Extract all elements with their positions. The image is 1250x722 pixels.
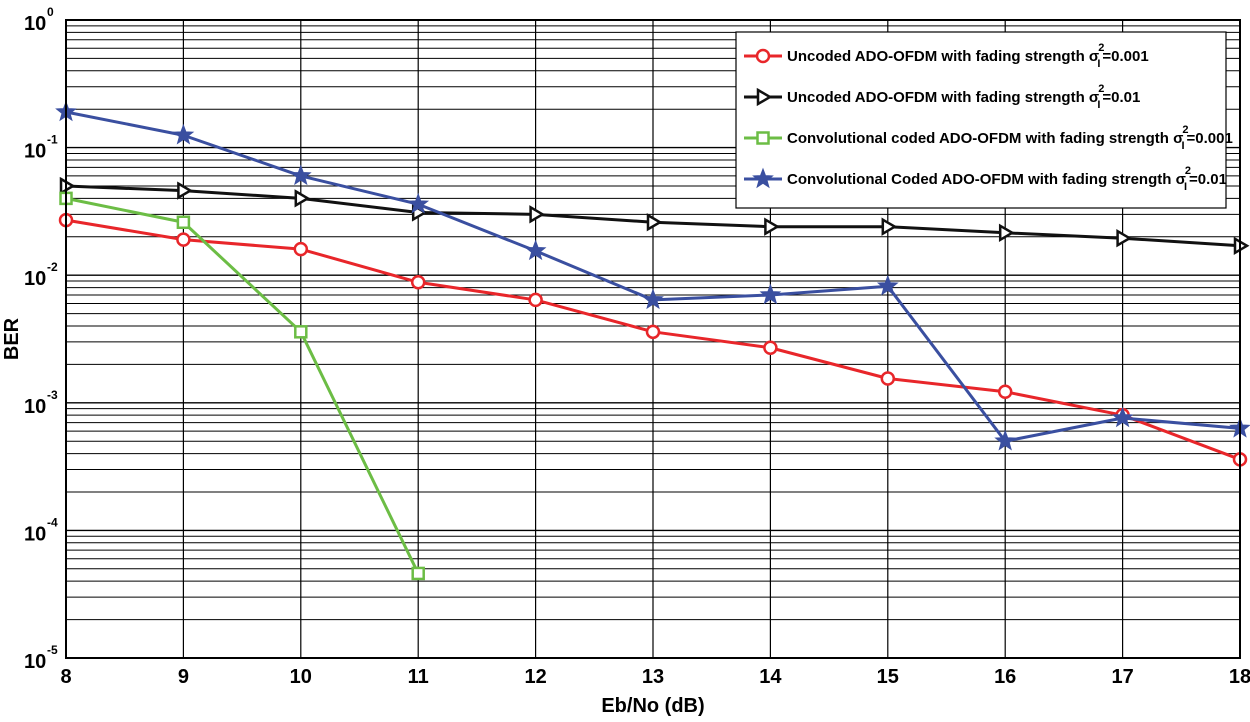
data-point [645,324,661,340]
legend-entry: Convolutional Coded ADO-OFDM with fading… [744,165,1227,193]
data-point [172,123,195,145]
y-tick-base: 10 [24,141,46,163]
x-tick-label: 11 [408,666,429,688]
data-point [407,192,430,214]
y-tick-label: 10-1 [24,133,58,163]
y-tick-base: 10 [24,396,46,418]
data-point [998,223,1015,242]
y-tick-label: 10-3 [24,388,58,418]
data-point [756,131,770,145]
series [59,176,1250,255]
x-tick-label: 16 [994,666,1016,688]
data-point [880,371,896,386]
data-point [528,292,543,308]
data-point [294,189,311,208]
legend-label: Convolutional coded ADO-OFDM with fading… [787,124,1233,152]
data-point [759,283,782,305]
legend-entry: Convolutional coded ADO-OFDM with fading… [744,124,1233,152]
legend-entry: Uncoded ADO-OFDM with fading strength σ2… [744,83,1140,111]
x-tick-label: 12 [524,666,546,688]
y-tick-label: 10-4 [24,515,58,545]
x-tick-label: 10 [290,666,312,688]
y-tick-label: 10-5 [24,643,58,673]
x-tick-label: 9 [178,666,189,688]
x-tick-label: 18 [1229,666,1250,688]
data-point [289,164,312,186]
data-point [176,232,191,247]
data-point [524,239,547,261]
data-point [293,241,309,257]
y-tick-base: 10 [24,651,46,673]
y-tick-base: 10 [24,523,46,545]
series [55,100,1250,451]
y-tick-exponent: -1 [47,133,58,147]
y-axis-label: BER [1,317,23,360]
data-point [752,167,774,189]
x-tick-label: 15 [877,666,899,688]
data-point [881,217,898,236]
x-axis-ticks: 8 9 10 11 12 13 14 15 16 17 18 [60,666,1250,688]
x-axis-label: Eb/No (dB) [601,695,704,717]
data-point [994,429,1017,451]
data-point [755,48,771,64]
data-point [411,566,425,581]
x-tick-label: 13 [642,666,664,688]
y-tick-base: 10 [24,268,46,290]
data-point [642,288,664,310]
data-point [410,275,426,290]
x-tick-label: 14 [759,666,782,688]
y-tick-label: 10-2 [24,260,58,290]
y-tick-exponent: -2 [47,260,58,274]
data-point [997,384,1013,400]
y-tick-exponent: -3 [47,388,58,402]
y-tick-exponent: -4 [47,515,58,529]
data-point [756,87,773,107]
data-point [763,340,778,356]
y-tick-exponent: -5 [47,643,58,657]
y-tick-exponent: 0 [47,5,54,19]
legend-box [735,31,1227,209]
data-point [646,213,663,232]
x-tick-label: 8 [60,666,71,688]
data-point [529,205,546,224]
data-point [876,274,899,296]
legend-label: Uncoded ADO-OFDM with fading strength σ2… [787,83,1140,111]
series-line [65,196,420,575]
data-point [764,217,780,236]
legend: Uncoded ADO-OFDM with fading strength σ2… [735,31,1233,209]
y-tick-base: 10 [24,13,46,35]
x-tick-label: 17 [1111,666,1133,688]
plot-frame [65,19,1241,659]
data-point [1116,229,1133,248]
plot-series [55,100,1250,581]
data-point [294,325,308,339]
legend-entry: Uncoded ADO-OFDM with fading strength σ2… [744,42,1149,70]
y-tick-label: 100 [24,5,54,35]
data-point [176,215,191,229]
data-point [177,181,193,200]
legend-label: Convolutional Coded ADO-OFDM with fading… [787,165,1227,193]
legend-label: Uncoded ADO-OFDM with fading strength σ2… [787,42,1149,70]
data-point [1111,406,1134,428]
series [59,191,425,581]
